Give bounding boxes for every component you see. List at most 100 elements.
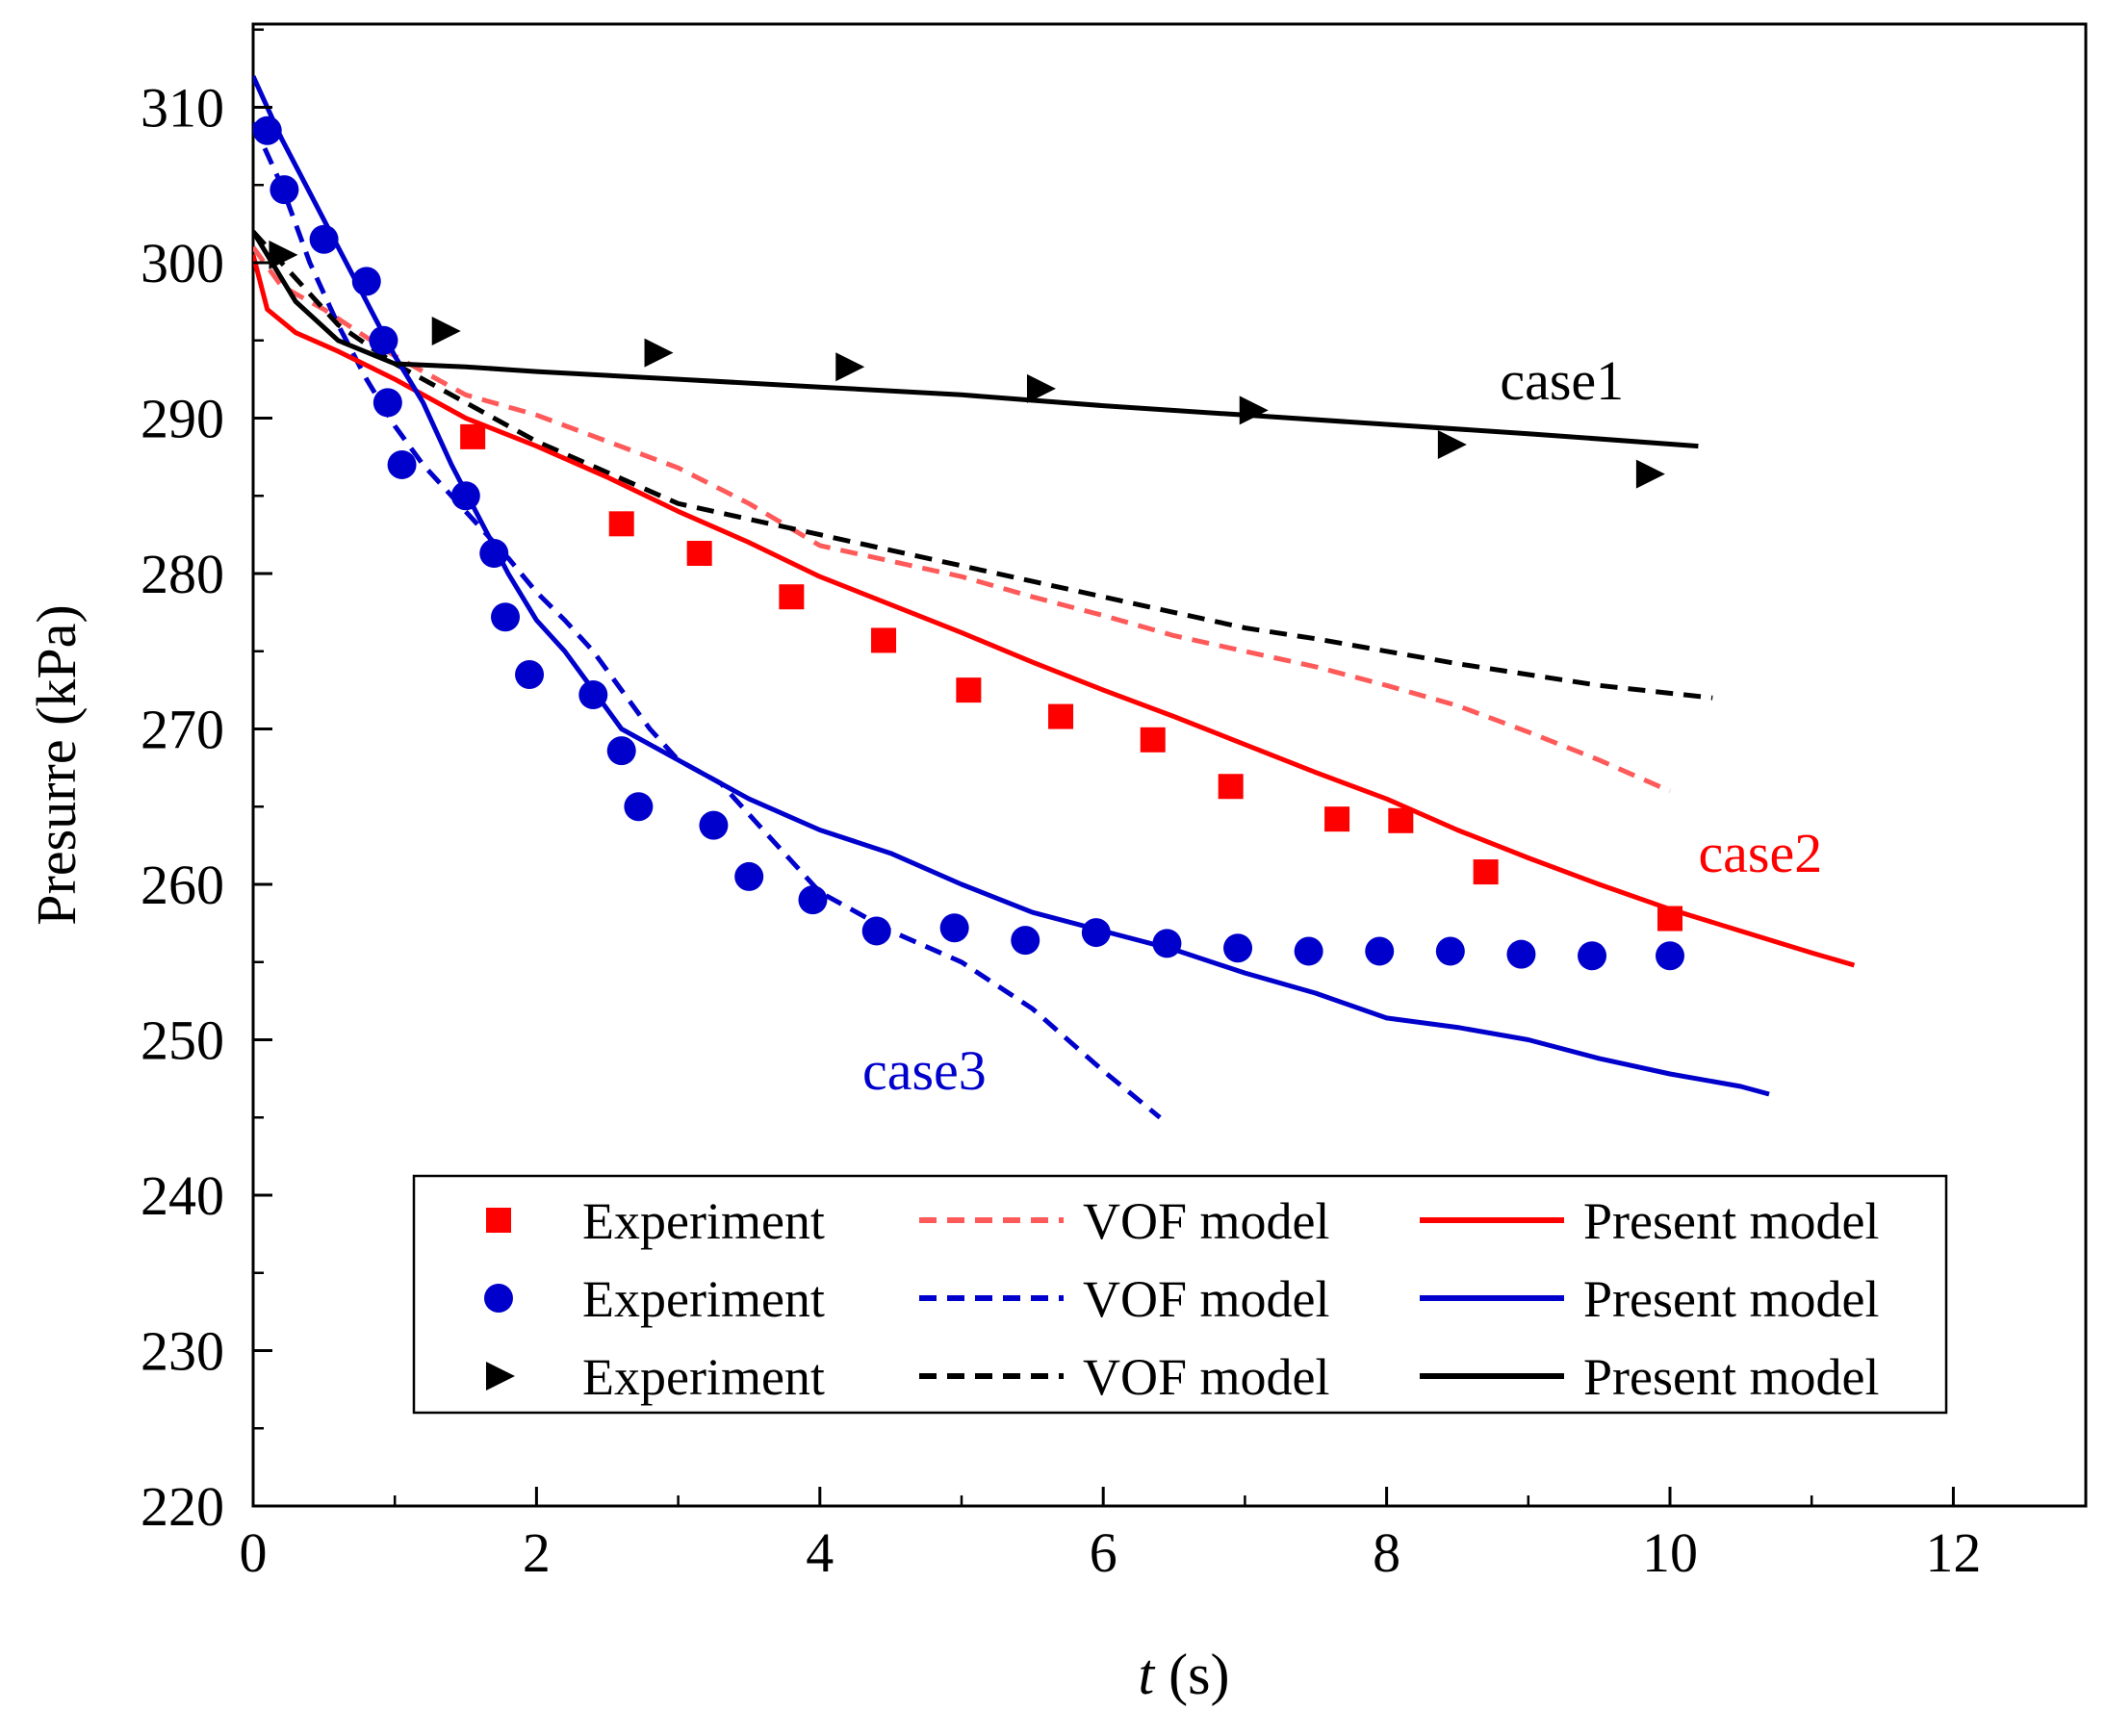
legend-marker-sample: [486, 1362, 515, 1391]
case3-experiment-point: [861, 916, 891, 946]
legend-entry-case2-dash: VOF model: [919, 1192, 1330, 1250]
case2-experiment-point: [460, 423, 486, 449]
case3-experiment-point: [578, 679, 608, 709]
annotation-layer: case1 case2 case3: [862, 349, 1822, 1102]
case1-experiment-point: [1635, 459, 1665, 489]
case2-present-line: [253, 254, 1856, 968]
case3-experiment-point: [491, 602, 521, 632]
case3-experiment-point: [372, 388, 402, 418]
case3-present-line: [253, 75, 1770, 1097]
case3-experiment-point: [1081, 918, 1111, 948]
case1-experiment-point: [431, 317, 461, 346]
legend-label: VOF model: [1083, 1348, 1330, 1406]
case3-experiment-point: [939, 913, 969, 943]
legend-entry-case3-circle: Experiment: [484, 1270, 825, 1328]
case2-experiment-point: [1473, 859, 1499, 885]
legend-label: Present model: [1583, 1192, 1879, 1250]
case3-experiment-point: [1223, 933, 1253, 963]
case3-experiment-point: [479, 539, 509, 569]
x-tick-label: 0: [240, 1521, 268, 1584]
legend-label: Experiment: [582, 1348, 825, 1406]
case1-experiment-point: [1239, 396, 1269, 425]
case3-experiment-point: [450, 481, 480, 511]
x-tick-label: 2: [523, 1521, 551, 1584]
legend-entry-case3-solid: Present model: [1420, 1270, 1879, 1328]
marker-layer: [252, 115, 1684, 971]
case1-experiment-point: [644, 338, 674, 368]
case3-experiment-point: [387, 449, 417, 479]
case3-experiment-point: [606, 736, 636, 766]
case2-experiment-point: [1388, 807, 1414, 833]
legend-marker-sample: [484, 1284, 513, 1313]
case3-experiment-point: [515, 659, 545, 689]
x-tick-label: 10: [1642, 1521, 1698, 1584]
case1-present-line: [253, 230, 1699, 449]
case2-experiment-point: [956, 677, 982, 703]
case1-vof-line: [253, 230, 1713, 701]
y-tick-label: 260: [141, 854, 224, 916]
case2-experiment-point: [1324, 806, 1350, 832]
case1-experiment-point: [1437, 429, 1467, 459]
case3-experiment-point: [270, 175, 299, 205]
case2-experiment-point: [1218, 774, 1244, 800]
y-tick-label: 240: [141, 1164, 224, 1227]
case3-experiment-point: [624, 792, 654, 822]
case3-experiment-point: [369, 325, 398, 355]
legend-label: Experiment: [582, 1270, 825, 1328]
legend-entry-case1-dash: VOF model: [919, 1348, 1330, 1406]
legend-entry-case2-square: Experiment: [486, 1192, 825, 1250]
y-tick-label: 290: [141, 388, 224, 450]
case3-experiment-point: [1656, 941, 1684, 971]
case3-label: case3: [862, 1039, 987, 1102]
legend-label: Present model: [1583, 1348, 1879, 1406]
case2-experiment-point: [1657, 906, 1682, 932]
case2-experiment-point: [608, 511, 634, 537]
legend-label: VOF model: [1083, 1192, 1330, 1250]
legend-box: [412, 1174, 1948, 1415]
x-tick-label: 4: [806, 1521, 834, 1584]
case3-experiment-point: [1578, 941, 1607, 971]
legend-entry-case1-triangle: Experiment: [486, 1348, 825, 1406]
case3-experiment-point: [1506, 939, 1536, 969]
case2-experiment-point: [1140, 727, 1166, 753]
legend-label: Present model: [1583, 1270, 1879, 1328]
case3-experiment-point: [1435, 936, 1465, 966]
case1-experiment-point: [835, 352, 865, 382]
legend-entry-case3-dash: VOF model: [919, 1270, 1330, 1328]
x-axis-label: t (s): [1139, 1643, 1230, 1706]
case3-experiment-point: [309, 224, 339, 254]
case3-experiment-point: [699, 810, 729, 840]
case3-vof-line: [253, 121, 1162, 1120]
case3-experiment-point: [798, 885, 828, 915]
case3-experiment-point: [1294, 936, 1323, 966]
y-tick-label: 250: [141, 1009, 224, 1072]
series-layer: [253, 75, 1856, 1120]
y-tick-label: 270: [141, 699, 224, 761]
y-tick-label: 220: [141, 1475, 224, 1538]
legend: Experiment VOF model Present model Experime…: [412, 1174, 1948, 1415]
case3-experiment-point: [734, 861, 764, 891]
case1-label: case1: [1500, 349, 1624, 412]
case3-experiment-point: [351, 267, 381, 296]
case3-experiment-point: [252, 115, 282, 145]
case2-vof-line: [253, 245, 1672, 794]
case1-experiment-point: [1026, 373, 1056, 403]
y-tick-label: 280: [141, 543, 224, 605]
y-tick-label: 310: [141, 77, 224, 140]
x-tick-label: 6: [1090, 1521, 1117, 1584]
legend-label: VOF model: [1083, 1270, 1330, 1328]
case3-experiment-point: [1011, 926, 1040, 956]
case3-experiment-point: [1152, 929, 1182, 958]
y-tick-label: 300: [141, 232, 224, 294]
case2-experiment-point: [779, 584, 805, 610]
y-axis-label: Presurre (kPa): [25, 604, 88, 925]
x-tick-label: 12: [1925, 1521, 1981, 1584]
case2-experiment-point: [871, 627, 897, 653]
legend-entry-case1-solid: Present model: [1420, 1348, 1879, 1406]
y-tick-label: 230: [141, 1320, 224, 1383]
case3-experiment-point: [1365, 936, 1395, 966]
case2-label: case2: [1698, 822, 1822, 884]
case2-experiment-point: [1048, 703, 1074, 729]
legend-marker-sample: [486, 1208, 511, 1233]
